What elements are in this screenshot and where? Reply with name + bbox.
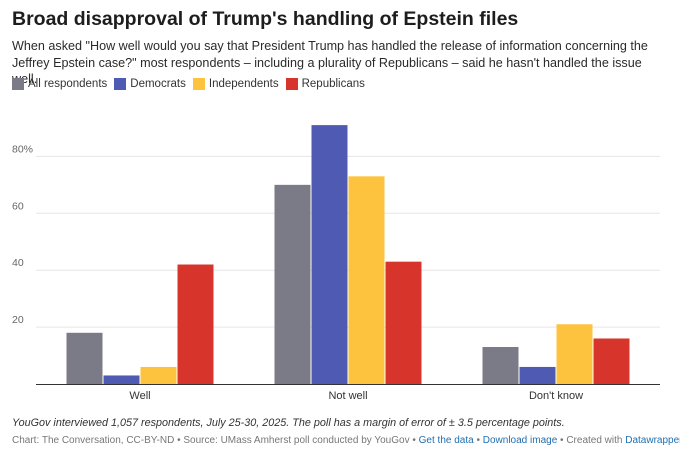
x-category-label: Not well: [328, 390, 367, 402]
bar-republicans: [385, 261, 422, 384]
bar-republicans: [593, 338, 630, 384]
source-text: Chart: The Conversation, CC-BY-ND • Sour…: [12, 435, 416, 446]
y-tick-label: 40: [12, 257, 24, 269]
created-with-text: • Created with: [560, 435, 623, 446]
methodology-note: YouGov interviewed 1,057 respondents, Ju…: [12, 417, 565, 429]
legend-label: Democrats: [130, 78, 186, 90]
bar-democrats: [519, 366, 556, 384]
bar-republicans: [177, 264, 214, 384]
legend-swatch: [114, 78, 127, 90]
bar-all-respondents: [482, 347, 519, 384]
footer-separator: •: [476, 435, 480, 446]
chart-title: Broad disapproval of Trump's handling of…: [12, 8, 519, 30]
x-category-label: Don't know: [529, 390, 583, 402]
download-image-link[interactable]: Download image: [482, 435, 558, 446]
legend-item-republicans: Republicans: [285, 78, 365, 90]
datawrapper-link[interactable]: Datawrapper: [625, 435, 680, 446]
legend: All respondents Democrats Independents R…: [12, 78, 372, 90]
chart-subtitle: When asked "How well would you say that …: [12, 39, 648, 86]
legend-item-all-respondents: All respondents: [12, 78, 107, 90]
y-tick-label: 20: [12, 314, 24, 326]
bar-chart: 20 40 60 80% Well Not well Don't know: [12, 125, 660, 402]
get-data-link[interactable]: Get the data: [418, 435, 474, 446]
bar-democrats: [311, 125, 348, 384]
chart-footer: Chart: The Conversation, CC-BY-ND • Sour…: [12, 435, 680, 446]
legend-swatch: [12, 78, 24, 90]
legend-swatch: [192, 78, 205, 90]
y-tick-label: 60: [12, 200, 24, 212]
bar-democrats: [103, 375, 140, 384]
x-category-label: Well: [129, 390, 150, 402]
bar-all-respondents: [274, 184, 311, 384]
bar-independents: [140, 366, 177, 384]
legend-item-independents: Independents: [192, 78, 279, 90]
bar-all-respondents: [66, 332, 103, 384]
legend-item-democrats: Democrats: [114, 78, 186, 90]
legend-swatch: [285, 78, 298, 90]
bar-independents: [556, 324, 593, 384]
y-tick-label: 80%: [12, 143, 33, 155]
legend-label: Republicans: [301, 78, 365, 90]
legend-label: All respondents: [28, 78, 108, 90]
bar-independents: [348, 176, 385, 384]
legend-label: Independents: [208, 78, 279, 90]
